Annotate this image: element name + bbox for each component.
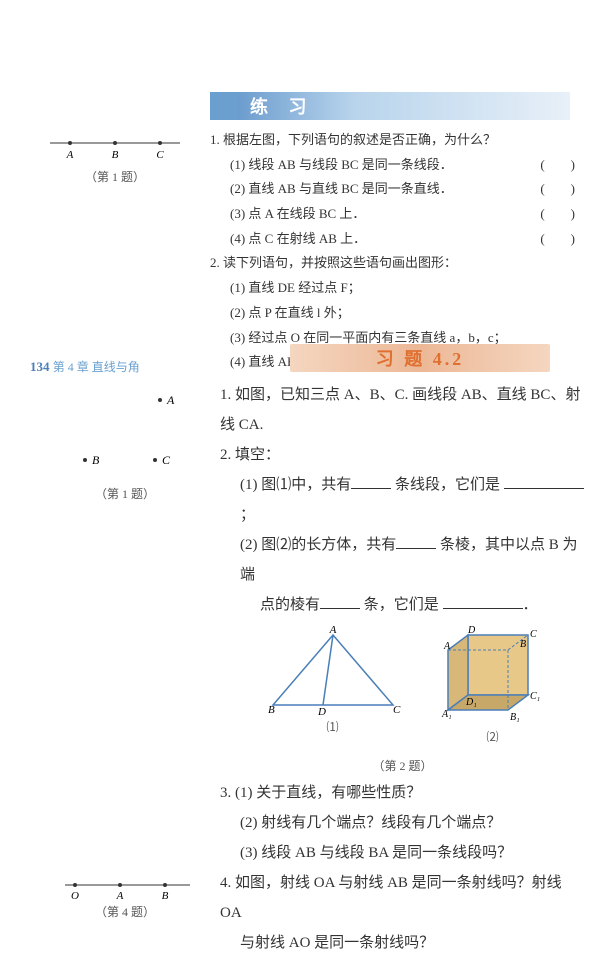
svg-text:C: C xyxy=(530,629,537,640)
fig-box-num: ⑵ xyxy=(438,725,548,749)
q1-sub4: (4) 点 C 在射线 AB 上．( ) xyxy=(210,227,575,252)
figure-triangle: A B D C xyxy=(258,625,408,715)
figure-4-ray: O A B xyxy=(50,873,200,903)
problem-set-banner: 习 题 4.2 xyxy=(290,344,550,372)
s2-q1: 1. 如图，已知三点 A、B、C. 画线段 AB、直线 BC、射线 CA. xyxy=(220,380,585,440)
q2-sub1: (1) 直线 DE 经过点 F； xyxy=(210,276,575,301)
svg-text:A: A xyxy=(66,149,74,161)
s2-q4b: 与射线 AO 是同一条射线吗？ xyxy=(220,928,585,958)
svg-text:D: D xyxy=(317,706,326,715)
svg-text:A: A xyxy=(328,625,336,636)
svg-text:B₁: B₁ xyxy=(510,712,520,723)
s2-q2-2: (2) 图⑵的长方体，共有 条棱，其中以点 B 为端 xyxy=(220,530,585,590)
problem-set-title: 习 题 4.2 xyxy=(376,345,465,371)
s2-q3-3: (3) 线段 AB 与线段 BA 是同一条线段吗？ xyxy=(220,838,585,868)
svg-text:B: B xyxy=(92,453,100,467)
q1-sub1: (1) 线段 AB 与线段 BC 是同一条线段．( ) xyxy=(210,153,575,178)
svg-text:A: A xyxy=(443,641,451,652)
svg-text:A₁: A₁ xyxy=(441,709,452,720)
s2-q3-2: (2) 射线有几个端点？线段有几个端点？ xyxy=(220,808,585,838)
svg-text:B: B xyxy=(112,149,119,161)
svg-text:B: B xyxy=(268,704,275,715)
s2-q2-1: (1) 图⑴中，共有 条线段，它们是 ； xyxy=(220,470,585,530)
svg-text:C₁: C₁ xyxy=(530,691,540,702)
svg-text:D: D xyxy=(467,625,476,636)
figure-1-line: A B C xyxy=(40,128,190,168)
figure-1-caption: （第 1 题） xyxy=(40,168,190,185)
svg-text:C: C xyxy=(162,453,171,467)
figure-s2-1-caption: （第 1 题） xyxy=(50,485,200,502)
svg-text:B: B xyxy=(162,890,169,902)
figure-box: A C D B A₁ B₁ C₁ D₁ xyxy=(438,625,548,725)
svg-text:B: B xyxy=(520,639,526,650)
figure-2-row: A B D C ⑴ xyxy=(220,625,585,749)
banner-icon xyxy=(210,92,238,120)
chapter-name: 第 4 章 直线与角 xyxy=(53,360,140,374)
svg-text:A: A xyxy=(116,890,124,902)
fig-tri-num: ⑴ xyxy=(258,715,408,739)
page-number: 134 xyxy=(30,359,50,374)
page-footer: 134 第 4 章 直线与角 xyxy=(30,358,140,375)
q1-prompt: 1. 根据左图，下列语句的叙述是否正确，为什么？ xyxy=(210,128,575,153)
svg-text:A: A xyxy=(166,393,175,407)
q1-sub3: (3) 点 A 在线段 BC 上．( ) xyxy=(210,202,575,227)
exercise-title: 练 习 xyxy=(250,93,315,119)
q2-sub2: (2) 点 P 在直线 l 外； xyxy=(210,301,575,326)
figure-4-caption: （第 4 题） xyxy=(50,903,200,920)
svg-text:D₁: D₁ xyxy=(465,697,477,708)
figure-2-caption: （第 2 题） xyxy=(220,754,585,778)
exercise-banner: 练 习 xyxy=(210,92,570,120)
svg-text:C: C xyxy=(393,704,401,715)
q1-sub2: (2) 直线 AB 与直线 BC 是同一条直线．( ) xyxy=(210,177,575,202)
s2-q2-2b: 点的棱有 条，它们是 ． xyxy=(220,590,585,620)
q2-prompt: 2. 读下列语句，并按照这些语句画出图形： xyxy=(210,251,575,276)
figure-three-points: A B C xyxy=(50,385,200,485)
s2-q4a: 4. 如图，射线 OA 与射线 AB 是同一条射线吗？射线 OA xyxy=(220,868,585,928)
s2-q3: 3. (1) 关于直线，有哪些性质？ xyxy=(220,778,585,808)
s2-q2: 2. 填空： xyxy=(220,440,585,470)
svg-text:O: O xyxy=(71,890,79,902)
svg-text:C: C xyxy=(156,149,164,161)
